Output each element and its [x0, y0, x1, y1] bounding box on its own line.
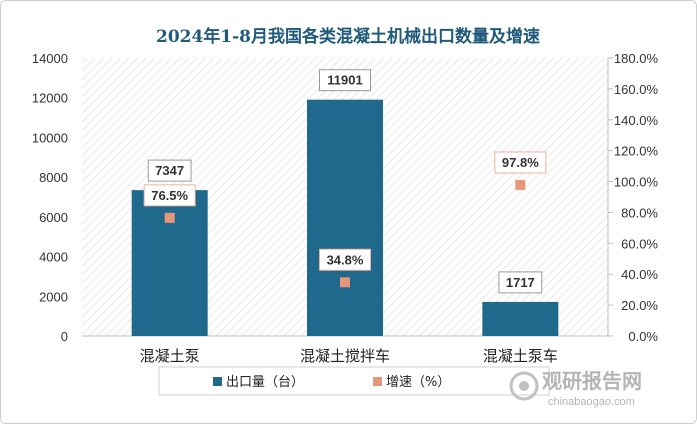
bar-value-label-box [319, 69, 371, 92]
watermark: 观研报告网 chinabaogao.com [509, 369, 642, 408]
growth-label: 97.8% [502, 155, 539, 170]
legend-label-growth: 增速（%） [386, 375, 450, 390]
left-tick-label: 12000 [32, 91, 68, 106]
legend-swatch-growth [373, 377, 382, 386]
watermark-url: chinabaogao.com [548, 396, 635, 408]
growth-marker [515, 179, 526, 190]
category-label: 混凝土泵 [140, 347, 200, 365]
growth-label-box [143, 184, 196, 207]
left-axis-ticks: 0 2000 4000 6000 8000 10000 12000 14000 [32, 51, 68, 344]
left-tick-label: 0 [61, 329, 68, 344]
growth-marker [164, 212, 175, 223]
category-label: 混凝土搅拌车 [300, 347, 390, 365]
right-tick-label: 180.0% [614, 51, 659, 66]
watermark-name: 观研报告网 [542, 369, 642, 393]
bar-value-label: 7347 [155, 163, 184, 178]
left-tick-label: 14000 [32, 51, 68, 66]
growth-label: 76.5% [151, 188, 188, 203]
bar [131, 190, 208, 336]
growth-marker [340, 277, 350, 288]
growth-label-box [494, 151, 547, 174]
chart-title: 2024年1-8月我国各类混凝土机械出口数量及增速 [156, 26, 540, 47]
left-tick-label: 4000 [39, 250, 68, 265]
left-tick-label: 2000 [39, 289, 68, 304]
bar-value-label: 11901 [327, 73, 362, 88]
left-tick-label: 6000 [39, 210, 68, 225]
bar-value-label: 1717 [506, 275, 535, 290]
bar [482, 301, 559, 336]
category-labels: 混凝土泵 混凝土搅拌车 混凝土泵车 [140, 347, 558, 365]
growth-label: 34.8% [327, 252, 364, 267]
right-tick-label: 0.0% [628, 329, 658, 344]
right-tick-label: 80.0% [621, 205, 658, 220]
right-tick-label: 140.0% [614, 113, 659, 128]
bar-value-label-box [147, 159, 192, 182]
right-tick-label: 20.0% [621, 298, 658, 313]
legend-box [158, 366, 550, 396]
left-tick-label: 8000 [39, 170, 68, 185]
category-label: 混凝土泵车 [483, 347, 558, 365]
right-axis-ticks: 0.0% 20.0% 40.0% 60.0% 80.0% 100.0% 120.0% 140.… [608, 51, 658, 344]
watermark-logo-dot-icon [519, 381, 529, 391]
watermark-logo-icon [509, 371, 539, 401]
right-tick-label: 160.0% [614, 82, 659, 97]
right-tick-label: 60.0% [621, 236, 658, 251]
left-tick-label: 10000 [32, 130, 68, 145]
right-tick-label: 40.0% [621, 267, 658, 282]
bar [307, 99, 383, 336]
bar-value-label-box [498, 271, 543, 294]
legend-label-export-volume: 出口量（台） [226, 375, 304, 390]
growth-label-box [319, 248, 371, 271]
legend: 出口量（台） 增速（%） [158, 366, 550, 396]
legend-swatch-export-volume [213, 377, 222, 386]
right-tick-label: 100.0% [614, 175, 659, 190]
growth-series: 76.5% 34.8% 97.8% [143, 151, 547, 288]
bar-series: 7347 11901 1717 [131, 69, 559, 336]
right-tick-label: 120.0% [614, 144, 659, 159]
